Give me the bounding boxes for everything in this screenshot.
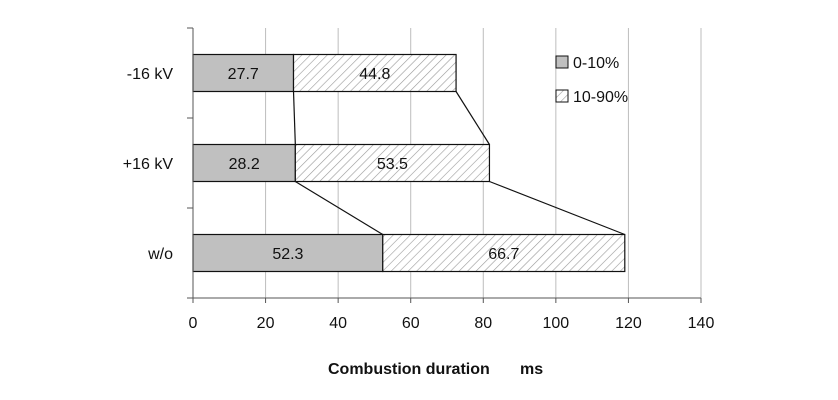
x-tick-label: 20 <box>257 315 275 332</box>
y-category-label: w/o <box>147 246 173 263</box>
connector-line <box>292 91 296 145</box>
data-label: 52.3 <box>272 246 303 263</box>
x-tick-label: 140 <box>688 315 715 332</box>
data-label: 66.7 <box>488 246 519 263</box>
x-tick-label: 80 <box>474 315 492 332</box>
data-label: 27.7 <box>228 66 259 83</box>
x-axis-title: Combustion duration <box>328 361 490 378</box>
x-tick-label: 120 <box>615 315 642 332</box>
x-tick-label: 40 <box>329 315 347 332</box>
connector-line <box>295 180 384 236</box>
x-tick-label: 0 <box>189 315 198 332</box>
x-tick-label: 100 <box>543 315 570 332</box>
bar-segment-ignition <box>192 53 295 93</box>
bar-segment-main-combustion <box>294 143 491 183</box>
x-tick-label: 60 <box>402 315 420 332</box>
connector-line <box>455 91 490 145</box>
legend-swatch <box>555 55 569 69</box>
bar-segment-main-combustion <box>292 53 457 93</box>
data-label: 28.2 <box>229 156 260 173</box>
y-category-label: +16 kV <box>123 156 174 173</box>
legend-label: 0-10% <box>573 55 619 72</box>
labels: 0 20 40 60 80 100 120 140 27.7 44.8 -16 kV 28.2 53.5… <box>123 66 715 332</box>
connector-lines <box>292 91 626 236</box>
data-label: 44.8 <box>359 66 390 83</box>
x-axis-unit: ms <box>520 361 543 378</box>
bar-segment-main-combustion <box>382 233 626 273</box>
legend-swatch <box>555 89 569 103</box>
legend: 0-10% 10-90% <box>555 55 628 106</box>
legend-label: 10-90% <box>573 89 628 106</box>
bar-segment-ignition <box>192 233 384 273</box>
connector-line <box>489 180 626 236</box>
y-category-label: -16 kV <box>127 66 174 83</box>
axes <box>187 27 702 303</box>
data-label: 53.5 <box>377 156 408 173</box>
